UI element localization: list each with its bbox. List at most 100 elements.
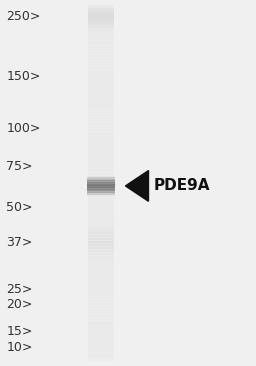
Bar — [88, 141, 114, 146]
Bar — [88, 270, 114, 276]
Bar — [88, 128, 114, 134]
Bar — [88, 72, 114, 78]
Bar — [87, 187, 115, 188]
Bar — [88, 185, 114, 190]
Bar — [88, 279, 114, 285]
Bar — [88, 176, 114, 181]
Bar — [88, 223, 114, 228]
Bar — [88, 67, 114, 72]
Bar — [88, 205, 114, 211]
Bar — [88, 8, 114, 13]
Bar — [88, 232, 114, 238]
Bar — [88, 347, 114, 352]
Bar — [87, 188, 115, 190]
Bar — [88, 55, 114, 60]
Bar — [88, 199, 114, 205]
Bar — [88, 238, 114, 243]
Bar — [88, 356, 114, 362]
Bar — [88, 40, 114, 45]
Bar — [88, 164, 114, 169]
Bar — [87, 189, 115, 191]
Bar — [88, 244, 114, 249]
Bar — [88, 338, 114, 344]
Bar — [88, 182, 114, 187]
Bar — [88, 264, 114, 270]
Bar — [88, 194, 114, 199]
Bar — [87, 177, 115, 178]
Bar — [88, 120, 114, 125]
Bar — [88, 344, 114, 350]
Bar — [88, 161, 114, 167]
Bar — [88, 143, 114, 149]
Bar — [88, 191, 114, 196]
Bar — [88, 34, 114, 40]
Bar — [88, 208, 114, 214]
Bar — [88, 105, 114, 111]
Bar — [88, 179, 114, 184]
Bar — [87, 194, 115, 195]
Bar — [88, 16, 114, 22]
Text: 20>: 20> — [6, 298, 33, 311]
Bar — [88, 81, 114, 87]
Bar — [88, 96, 114, 102]
Bar — [88, 28, 114, 34]
Bar — [88, 285, 114, 291]
Bar — [88, 90, 114, 96]
Bar — [88, 353, 114, 358]
Bar — [88, 214, 114, 220]
Bar — [88, 170, 114, 175]
Bar — [88, 250, 114, 255]
Bar — [88, 341, 114, 347]
Bar — [88, 146, 114, 152]
Bar — [88, 321, 114, 326]
Bar — [87, 178, 115, 179]
Bar — [88, 149, 114, 155]
Bar — [88, 235, 114, 240]
Bar — [88, 332, 114, 338]
Bar — [88, 78, 114, 84]
Text: PDE9A: PDE9A — [154, 179, 210, 193]
Bar — [87, 187, 115, 189]
Bar — [88, 303, 114, 308]
Bar — [88, 25, 114, 31]
Bar — [88, 197, 114, 202]
Bar — [88, 211, 114, 217]
Bar — [87, 181, 115, 183]
Bar — [88, 282, 114, 288]
Bar — [88, 134, 114, 140]
Bar — [88, 311, 114, 317]
Bar — [88, 138, 114, 143]
Bar — [88, 255, 114, 261]
Bar — [87, 182, 115, 184]
Bar — [88, 49, 114, 55]
Bar — [88, 114, 114, 119]
Bar — [88, 261, 114, 267]
Text: 25>: 25> — [6, 283, 33, 296]
Text: 37>: 37> — [6, 236, 33, 249]
Text: 10>: 10> — [6, 341, 33, 354]
Bar — [88, 123, 114, 128]
Bar — [87, 193, 115, 195]
Text: 150>: 150> — [6, 70, 41, 83]
Text: 100>: 100> — [6, 122, 41, 135]
Bar — [88, 37, 114, 42]
Bar — [88, 31, 114, 37]
Bar — [87, 176, 115, 178]
Bar — [88, 22, 114, 28]
Bar — [88, 64, 114, 69]
Bar — [88, 117, 114, 122]
Bar — [88, 318, 114, 323]
Bar — [87, 184, 115, 186]
Bar — [88, 297, 114, 302]
Bar — [87, 190, 115, 192]
Bar — [88, 167, 114, 172]
Bar — [87, 180, 115, 182]
Polygon shape — [125, 171, 148, 201]
Bar — [88, 253, 114, 258]
Bar — [88, 87, 114, 93]
Bar — [87, 186, 115, 187]
Bar — [88, 258, 114, 264]
Bar — [88, 220, 114, 225]
Bar — [88, 111, 114, 116]
Bar — [87, 191, 115, 193]
